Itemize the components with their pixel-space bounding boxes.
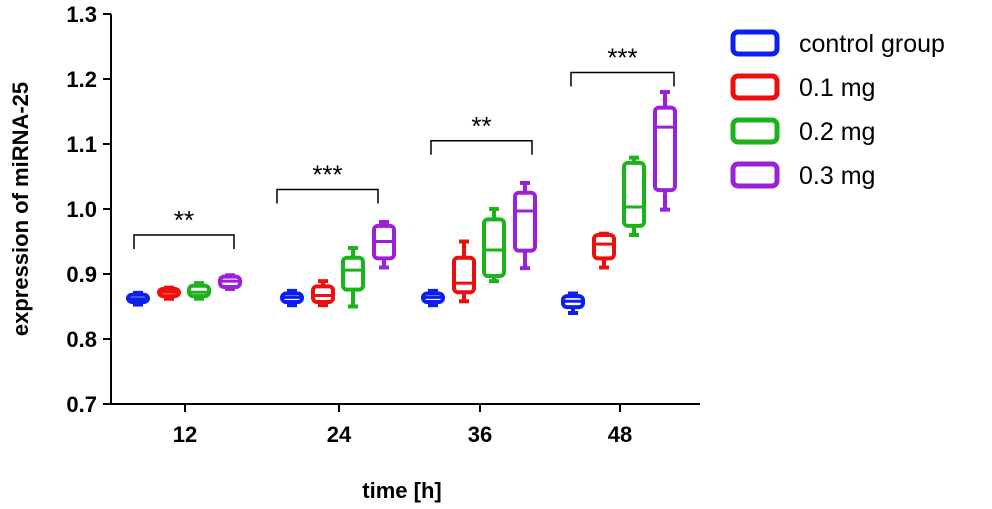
significance-bracket (570, 71, 675, 87)
box-iqr (452, 255, 476, 295)
box-iqr (513, 190, 537, 253)
significance-stars: *** (312, 160, 342, 190)
box-0-2-mg-36 (482, 207, 506, 284)
x-ticks: 12 24 36 48 (173, 404, 632, 447)
box-0-1-mg-36 (452, 239, 476, 304)
significance-bracket (133, 234, 235, 249)
box-0-3-mg-24 (372, 220, 396, 270)
legend-label: control group (799, 30, 945, 58)
box-iqr (653, 105, 677, 193)
y-tick-label: 1.1 (66, 132, 97, 157)
box-iqr (592, 233, 616, 261)
significance-bracket (430, 140, 533, 155)
y-tick-label: 0.9 (66, 262, 97, 287)
y-tick-label: 0.7 (66, 392, 97, 417)
y-tick-label: 1.2 (66, 67, 97, 92)
legend-swatch (730, 73, 780, 101)
y-tick-label: 1.3 (66, 2, 97, 27)
box-control-group-12 (126, 290, 150, 307)
legend-label: 0.3 mg (799, 162, 875, 190)
box-0-1-mg-48 (592, 231, 616, 270)
significance-stars: *** (607, 43, 637, 73)
x-tick-label: 48 (608, 422, 632, 447)
box-0-3-mg-48 (653, 90, 677, 212)
legend-label: 0.2 mg (799, 118, 875, 146)
box-0-1-mg-24 (311, 279, 335, 308)
significance-bracket (276, 188, 379, 204)
legend: control group 0.1 mg 0.2 mg 0.3 mg (730, 29, 945, 190)
y-axis-label: expression of miRNA-25 (8, 82, 33, 336)
y-ticks: 0.7 0.8 0.9 1.0 1.1 1.2 1.3 (66, 2, 111, 417)
significance-stars: ** (174, 205, 194, 235)
x-axis-label: time [h] (362, 478, 441, 503)
box-control-group-36 (421, 288, 445, 308)
box-0-3-mg-36 (513, 181, 537, 271)
legend-swatch (730, 29, 780, 57)
x-tick-label: 12 (173, 422, 197, 447)
box-0-2-mg-24 (341, 246, 365, 309)
significance-annotations: ********** (133, 43, 675, 249)
box-0-1-mg-12 (157, 285, 181, 301)
box-0-3-mg-12 (218, 273, 242, 291)
box-iqr (482, 217, 506, 278)
box-0-2-mg-48 (622, 155, 646, 237)
x-tick-label: 36 (468, 422, 492, 447)
y-tick-label: 0.8 (66, 327, 97, 352)
box-iqr (341, 255, 365, 292)
legend-swatch (730, 117, 780, 145)
box-0-2-mg-12 (187, 281, 211, 301)
box-iqr (622, 160, 646, 228)
boxes (126, 90, 677, 315)
box-control-group-48 (561, 291, 585, 315)
box-control-group-24 (280, 288, 304, 308)
y-tick-label: 1.0 (66, 197, 97, 222)
legend-swatch (730, 161, 780, 189)
x-tick-label: 24 (327, 422, 352, 447)
legend-label: 0.1 mg (799, 74, 875, 102)
significance-stars: ** (471, 111, 491, 141)
